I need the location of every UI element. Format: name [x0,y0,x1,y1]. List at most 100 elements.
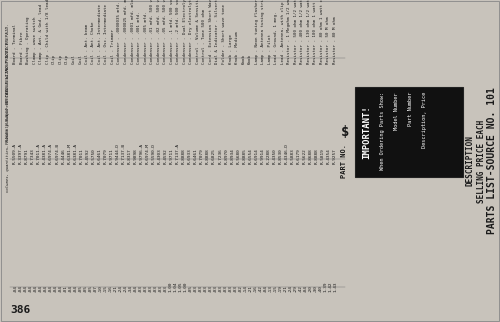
Text: .29: .29 [293,284,297,292]
Text: .04: .04 [48,284,52,292]
Text: 1.05: 1.05 [178,281,182,292]
Text: .04: .04 [303,284,307,292]
Text: Knob - Medium: Knob - Medium [235,32,239,64]
Text: Resistor - 80 ohm 1 watt carbon: Resistor - 80 ohm 1 watt carbon [320,0,324,64]
Text: Condenser - Dry electrolytic dual: Condenser - Dry electrolytic dual [190,0,194,64]
Text: R-5680: R-5680 [236,148,240,164]
Text: .14: .14 [243,284,247,292]
Text: R-5819: R-5819 [321,148,325,164]
Text: Resistor - 130 ohm 1/2 watt carbon: Resistor - 130 ohm 1/2 watt carbon [307,0,311,64]
Text: .04: .04 [263,284,267,292]
Text: .03: .03 [228,284,232,292]
Text: IMPORTANT!: IMPORTANT! [362,105,372,159]
Text: R-5509-A: R-5509-A [13,143,17,164]
Text: Lamp - Neon tuning flasher: Lamp - Neon tuning flasher [254,0,258,64]
Text: Condenser - .0001 mfd. mlow: Condenser - .0001 mfd. mlow [130,0,134,64]
Text: Lamp - Antenna tuning strip: Lamp - Antenna tuning strip [261,0,265,64]
Text: Condenser - .02 mfd. 500 volt: Condenser - .02 mfd. 500 volt [156,0,160,64]
Text: .21: .21 [248,284,252,292]
Text: R-6554: R-6554 [248,148,252,164]
Text: Condenser - .2 mfd. 500 volt: Condenser - .2 mfd. 500 volt [176,0,180,64]
Text: R-7011-A: R-7011-A [37,143,41,164]
Text: .24: .24 [123,284,127,292]
Text: Control - Tone 500 ohm: Control - Tone 500 ohm [202,9,206,64]
Text: 1.43: 1.43 [333,281,337,292]
Text: RETAIL SELLING PRICES PREPAID.: RETAIL SELLING PRICES PREPAID. [6,23,10,102]
Text: .04: .04 [38,284,42,292]
Text: Lamp - Pilot: Lamp - Pilot [268,34,272,64]
Text: R-9711: R-9711 [170,148,174,164]
Text: .04: .04 [53,284,57,292]
Text: .21: .21 [283,284,287,292]
Text: R-9711: R-9711 [110,148,114,164]
Text: .24: .24 [118,284,122,292]
Text: .03: .03 [208,284,212,292]
Text: Knob - Large: Knob - Large [228,34,232,64]
Text: .04: .04 [23,284,27,292]
Text: .03: .03 [193,284,197,292]
Text: .01: .01 [63,284,67,292]
Text: .05: .05 [83,284,87,292]
Text: .04: .04 [13,284,17,292]
Text: .19: .19 [278,284,282,292]
Text: .04: .04 [28,284,32,292]
Text: 1.00: 1.00 [168,281,172,292]
Text: .16: .16 [108,284,112,292]
Text: .04: .04 [58,284,62,292]
Text: R-4592: R-4592 [86,148,89,164]
Text: Resistor - 500 ohm 1/2 watt carbon: Resistor - 500 ohm 1/2 watt carbon [294,0,298,64]
Text: R-7011: R-7011 [80,148,84,164]
Text: Coil - Ant. Intermediate: Coil - Ant. Intermediate [98,4,102,64]
Text: Resistor - 400 ohm 1/2 watt carbon: Resistor - 400 ohm 1/2 watt carbon [300,0,304,64]
Text: Resistor - 1 Megohm 1/2 watt carbon: Resistor - 1 Megohm 1/2 watt carbon [288,0,292,64]
Text: .03: .03 [213,284,217,292]
Text: R-8688: R-8688 [309,148,313,164]
Text: Knob: Knob [248,54,252,64]
Text: R-8934: R-8934 [230,148,234,164]
Text: Condenser - .001 mfd.: Condenser - .001 mfd. [137,12,141,64]
Text: R-9898: R-9898 [134,148,138,164]
Text: DESCRIPTION: DESCRIPTION [466,136,474,186]
Text: .03: .03 [153,284,157,292]
Text: .40: .40 [318,284,322,292]
Text: Coil - Osc. Intermediate: Coil - Osc. Intermediate [104,4,108,64]
Text: .05: .05 [88,284,92,292]
Text: .15: .15 [273,284,277,292]
Text: PRICES SUBJECT TO CHANGE WITHOUT NOTICE.: PRICES SUBJECT TO CHANGE WITHOUT NOTICE. [6,39,10,144]
Text: R-7236: R-7236 [218,148,222,164]
Text: R-6179: R-6179 [297,148,301,164]
Text: Part Number: Part Number [408,92,413,126]
Text: Control - Volume & Sensitivity 14 mfd.: Control - Volume & Sensitivity 14 mfd. [196,0,200,64]
Text: .03: .03 [198,284,202,292]
Text: PARTS LIST-SOURCE NO. 101: PARTS LIST-SOURCE NO. 101 [487,88,497,234]
Text: R-9796-A: R-9796-A [140,143,144,164]
Text: Clip: Clip [52,54,56,64]
Text: Resistor - 80 M ohm: Resistor - 80 M ohm [333,16,337,64]
Text: Model Number: Model Number [394,92,399,129]
Text: .03: .03 [138,284,142,292]
Text: Knob: Knob [242,54,246,64]
Text: R-8970: R-8970 [224,148,228,164]
Text: .03: .03 [223,284,227,292]
Text: R-4592: R-4592 [164,148,168,164]
Text: Bushing - Operating: Bushing - Operating [26,16,30,64]
Text: R-6933: R-6933 [188,148,192,164]
Text: Condenser - .005 mfd.: Condenser - .005 mfd. [144,12,148,64]
Text: R-8888: R-8888 [206,148,210,164]
Text: R-8888: R-8888 [315,148,319,164]
Text: R-8885: R-8885 [242,148,246,164]
Text: R-9257: R-9257 [333,148,337,164]
Text: R-4381-A: R-4381-A [43,143,47,164]
Text: R-6381-M: R-6381-M [68,143,71,164]
Text: $: $ [341,125,349,139]
Text: .07: .07 [93,284,97,292]
Text: .04: .04 [73,284,77,292]
Text: .04: .04 [68,284,72,292]
Text: R-9444-D: R-9444-D [116,143,119,164]
Text: R-6974-M: R-6974-M [146,143,150,164]
Text: R-4303: R-4303 [158,148,162,164]
Text: .20: .20 [308,284,312,292]
Text: .42: .42 [298,284,302,292]
Text: .03: .03 [148,284,152,292]
Text: .24: .24 [288,284,292,292]
